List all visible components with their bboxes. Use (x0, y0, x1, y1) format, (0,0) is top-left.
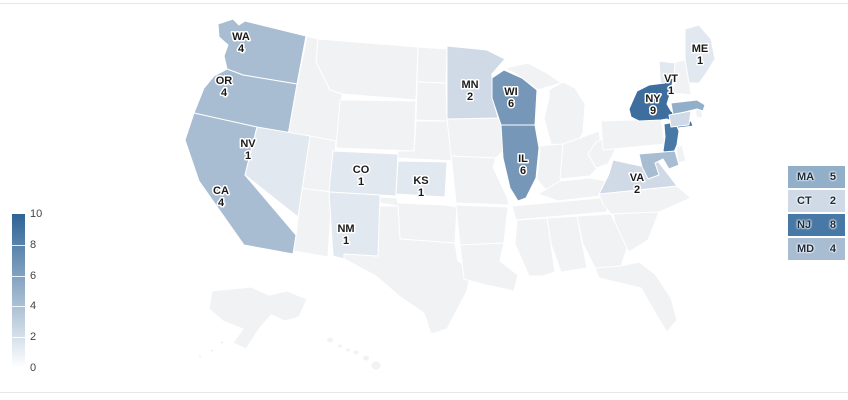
state-me[interactable] (684, 24, 716, 84)
state-va[interactable] (598, 159, 678, 195)
state-nd[interactable] (416, 46, 448, 84)
state-mo[interactable] (450, 155, 510, 206)
legend-item-ma[interactable]: MA 5 (788, 166, 845, 188)
legend-state-code: CT (797, 195, 812, 207)
legend-state-value: 5 (829, 171, 836, 183)
legend-state-code: MD (797, 243, 815, 255)
colorbar-ticks: 10 8 6 4 2 0 (30, 0, 60, 400)
state-il[interactable] (500, 124, 540, 202)
panel-bottom-border (0, 392, 848, 393)
legend-item-nj[interactable]: NJ 8 (788, 214, 845, 236)
state-mt[interactable] (315, 38, 419, 101)
state-wy[interactable] (335, 99, 417, 152)
legend-state-value: 2 (829, 195, 836, 207)
panel-top-border (0, 3, 848, 4)
colorbar-tick-10: 10 (30, 208, 43, 220)
state-md[interactable] (638, 150, 680, 180)
state-ks[interactable] (395, 160, 448, 198)
state-la[interactable] (459, 242, 519, 292)
state-mi-lp[interactable] (543, 81, 586, 147)
state-fl[interactable] (594, 261, 678, 333)
legend-state-code: NJ (797, 219, 812, 231)
colorbar-tick-8: 8 (30, 239, 37, 251)
colorbar-divider (12, 337, 25, 339)
state-pa[interactable] (600, 118, 666, 151)
state-hi[interactable] (326, 336, 382, 371)
state-ok[interactable] (379, 196, 458, 244)
state-oh[interactable] (559, 130, 604, 180)
colorbar (12, 214, 25, 368)
colorbar-divider (12, 275, 25, 277)
colorbar-divider (12, 306, 25, 308)
legend-state-value: 4 (829, 243, 836, 255)
state-nv[interactable] (244, 126, 311, 218)
state-ia[interactable] (446, 117, 507, 159)
colorbar-tick-2: 2 (30, 331, 37, 343)
colorbar-tick-0: 0 (30, 362, 37, 374)
state-ct[interactable] (668, 110, 692, 128)
state-nm[interactable] (328, 191, 381, 260)
colorbar-tick-6: 6 (30, 270, 37, 282)
legend-item-ct[interactable]: CT 2 (788, 190, 845, 212)
state-ar[interactable] (455, 204, 509, 246)
legend-item-md[interactable]: MD 4 (788, 238, 845, 260)
state-wi[interactable] (491, 69, 538, 126)
colorbar-divider (12, 244, 25, 246)
state-ak[interactable] (197, 286, 308, 359)
legend-state-value: 8 (829, 219, 836, 231)
state-ms[interactable] (514, 217, 556, 277)
colorbar-tick-4: 4 (30, 300, 37, 312)
state-co[interactable] (328, 150, 399, 197)
state-sd[interactable] (415, 81, 448, 122)
legend-state-code: MA (797, 171, 815, 183)
small-states-legend: MA 5 CT 2 NJ 8 MD 4 (788, 166, 845, 262)
